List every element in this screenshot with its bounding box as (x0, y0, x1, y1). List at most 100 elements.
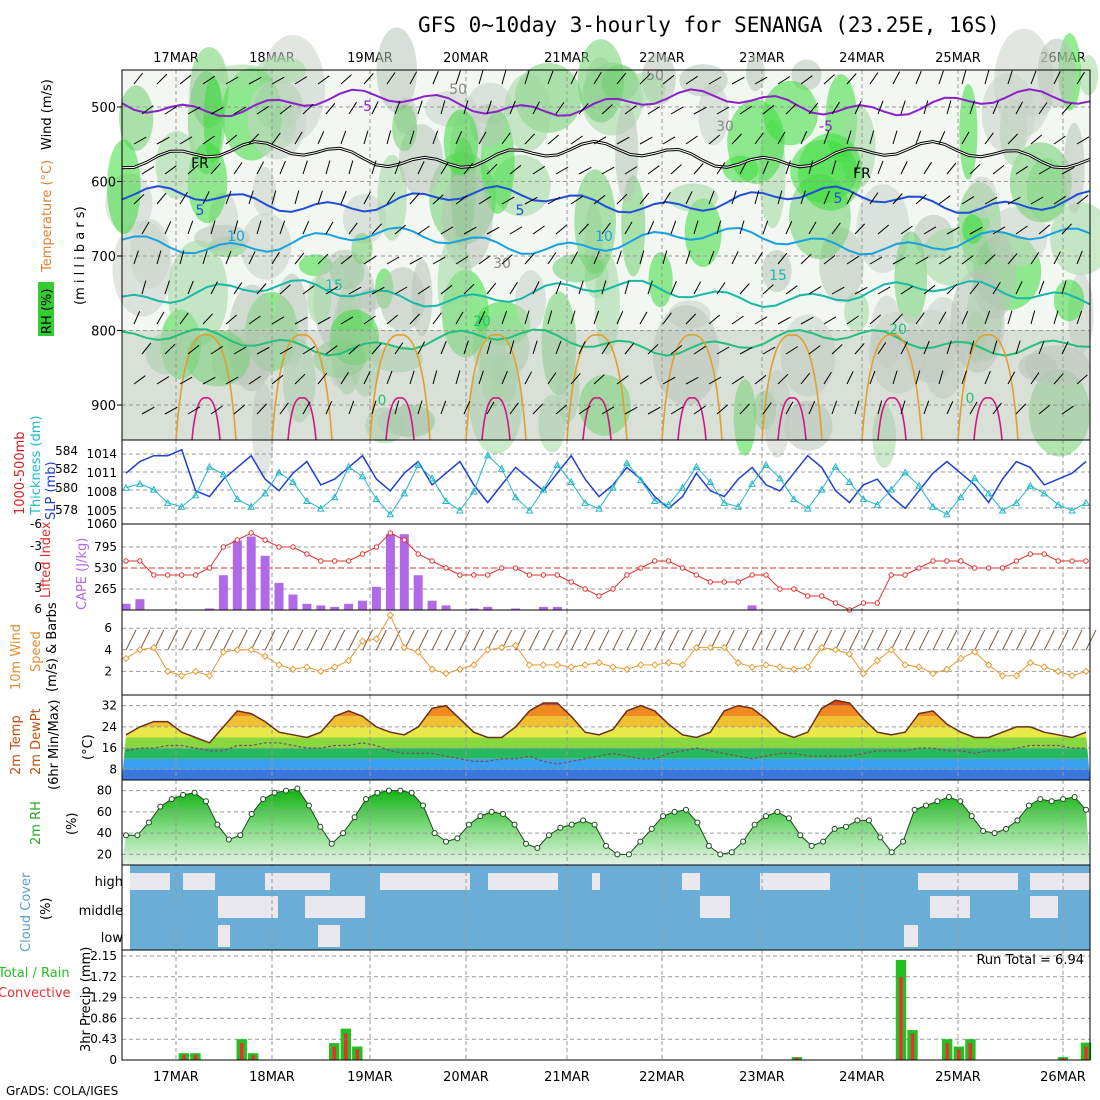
contour-label: 50 (646, 68, 664, 84)
y-tick-label: 800 (91, 325, 116, 340)
thickness-point (289, 477, 297, 485)
rh-point (671, 808, 678, 815)
wind-barb (754, 76, 768, 85)
wind-barb (900, 285, 913, 295)
wind-barb (478, 255, 491, 265)
thickness-point (720, 498, 729, 506)
thickness-point (497, 464, 506, 472)
rh-point (854, 817, 861, 824)
wind-barb (1038, 340, 1045, 355)
wind-barb (1007, 310, 1013, 325)
thickness-point (706, 477, 715, 485)
cloud-gap (305, 896, 365, 918)
rh-point (477, 813, 484, 820)
wind-barb (363, 255, 376, 265)
wind-barb (1015, 165, 1028, 175)
wind-speed-point (150, 643, 158, 652)
wind-barb (1038, 404, 1051, 415)
thickness-point (831, 462, 840, 470)
wind-barb (555, 404, 568, 415)
wind-speed-point (525, 661, 534, 669)
wind-barb (1061, 223, 1072, 235)
wind-speed-point (998, 672, 1007, 680)
wind-barb (992, 281, 1001, 295)
wind-barb (670, 345, 683, 355)
wind-barb (877, 224, 890, 235)
wind-barb (394, 342, 404, 355)
lifted-index-point (707, 579, 713, 585)
wind-barb (1030, 70, 1037, 85)
lifted-index-point (318, 558, 324, 564)
wind-speed-point (511, 641, 520, 650)
rh-point (260, 796, 267, 803)
wind-barb (616, 193, 628, 205)
wind-barb (693, 163, 704, 175)
thickness-point (122, 483, 130, 491)
wind-speed-point (1040, 663, 1048, 671)
rh-point (443, 838, 449, 845)
rh-point (763, 813, 769, 820)
wind-speed-point (191, 667, 200, 676)
wind-barb (716, 162, 726, 175)
date-label: 22MAR (639, 1070, 685, 1085)
contour-label: 5 (196, 203, 205, 219)
cape-bar (288, 594, 298, 610)
cape-bar (330, 606, 340, 610)
rh-point (454, 835, 461, 842)
date-label: 24MAR (839, 1070, 885, 1085)
wind-barb (440, 226, 454, 235)
lifted-index-point (234, 537, 241, 543)
wind-barb-10m (946, 629, 958, 651)
thickness-point (901, 468, 909, 476)
wind-barb (708, 314, 721, 325)
wind-barb (394, 100, 401, 115)
cloud-unit: (%) (39, 898, 54, 921)
contour-label: 0 (966, 391, 975, 407)
wind-barb (317, 131, 325, 145)
slp-tick: 1011 (86, 466, 117, 480)
cloud-side-labels: Cloud Cover (%) (19, 872, 54, 952)
rh-point (900, 838, 907, 845)
thickness-point (636, 476, 645, 484)
wind-barb (785, 103, 797, 115)
wind-barb (662, 191, 671, 205)
wind-barb (417, 285, 430, 295)
wind-barb (869, 130, 875, 145)
wind-barb (685, 135, 698, 145)
wind-barb (317, 253, 329, 265)
rh-point (488, 808, 495, 815)
wind-barb (210, 345, 223, 355)
thickness-point (678, 483, 687, 491)
wind-barb (693, 106, 707, 115)
hot-contour (973, 397, 1003, 441)
wind-barb (601, 280, 607, 295)
wind-speed-point (873, 656, 882, 665)
lifted-index-point (499, 565, 505, 571)
thickness-point (344, 462, 353, 470)
wind-barb-10m (1002, 629, 1013, 651)
rh-shade-blob (763, 369, 791, 458)
wind-barb (409, 193, 420, 205)
precip-conv-bar (910, 1033, 915, 1060)
wind-barb (662, 312, 672, 325)
wind-barb (593, 194, 606, 205)
temp-tick: 8 (109, 762, 117, 776)
rh-point (1037, 796, 1044, 803)
wind-barb (900, 161, 908, 175)
wind-speed-point (303, 663, 311, 671)
thickness-point (539, 485, 548, 493)
wind-barb (141, 105, 154, 115)
wind-barb (662, 74, 675, 85)
slp-tick: 1008 (86, 485, 117, 499)
lifted-index-point (262, 537, 268, 543)
lifted-index-point (1027, 551, 1034, 557)
wind-barb-10m (765, 629, 777, 651)
warm-contour (465, 334, 527, 441)
thickness-point (303, 496, 311, 504)
wind-barb (800, 253, 812, 265)
wind-barb (394, 400, 400, 415)
thickness-point (442, 496, 450, 504)
wind-barb (777, 252, 788, 265)
cape-bar (747, 605, 757, 610)
wind-barb (923, 284, 936, 295)
